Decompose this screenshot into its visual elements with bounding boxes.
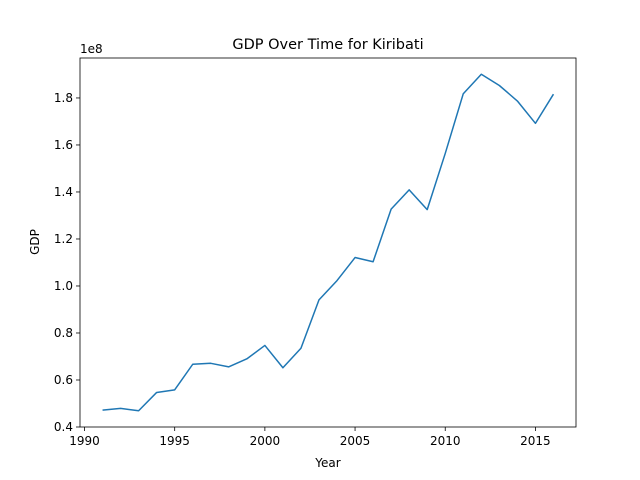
y-tick-label: 1.0 (54, 279, 73, 293)
x-axis-label: Year (314, 456, 340, 470)
y-tick-label: 1.6 (54, 138, 73, 152)
y-tick-label: 1.2 (54, 232, 73, 246)
x-tick-label: 2010 (430, 434, 461, 448)
plot-area (102, 73, 555, 412)
y-tick-label: 0.8 (54, 326, 73, 340)
y-axis: 0.4 0.6 0.8 1.0 1.2 1.4 1.6 1.8 (54, 91, 80, 434)
x-tick-label: 1990 (69, 434, 100, 448)
series-line (102, 73, 555, 412)
chart-title: GDP Over Time for Kiribati (232, 37, 423, 53)
y-offset-label: 1e8 (80, 42, 103, 56)
x-tick-label: 2000 (250, 434, 281, 448)
x-axis: 1990 1995 2000 2005 2010 2015 (69, 427, 551, 448)
y-axis-label: GDP (28, 229, 42, 255)
y-tick-label: 0.4 (54, 420, 73, 434)
y-tick-label: 1.4 (54, 185, 73, 199)
y-tick-label: 1.8 (54, 91, 73, 105)
x-tick-label: 2015 (520, 434, 551, 448)
x-tick-label: 1995 (159, 434, 190, 448)
axes-frame (79, 57, 577, 428)
y-tick-label: 0.6 (54, 373, 73, 387)
x-tick-label: 2005 (340, 434, 371, 448)
